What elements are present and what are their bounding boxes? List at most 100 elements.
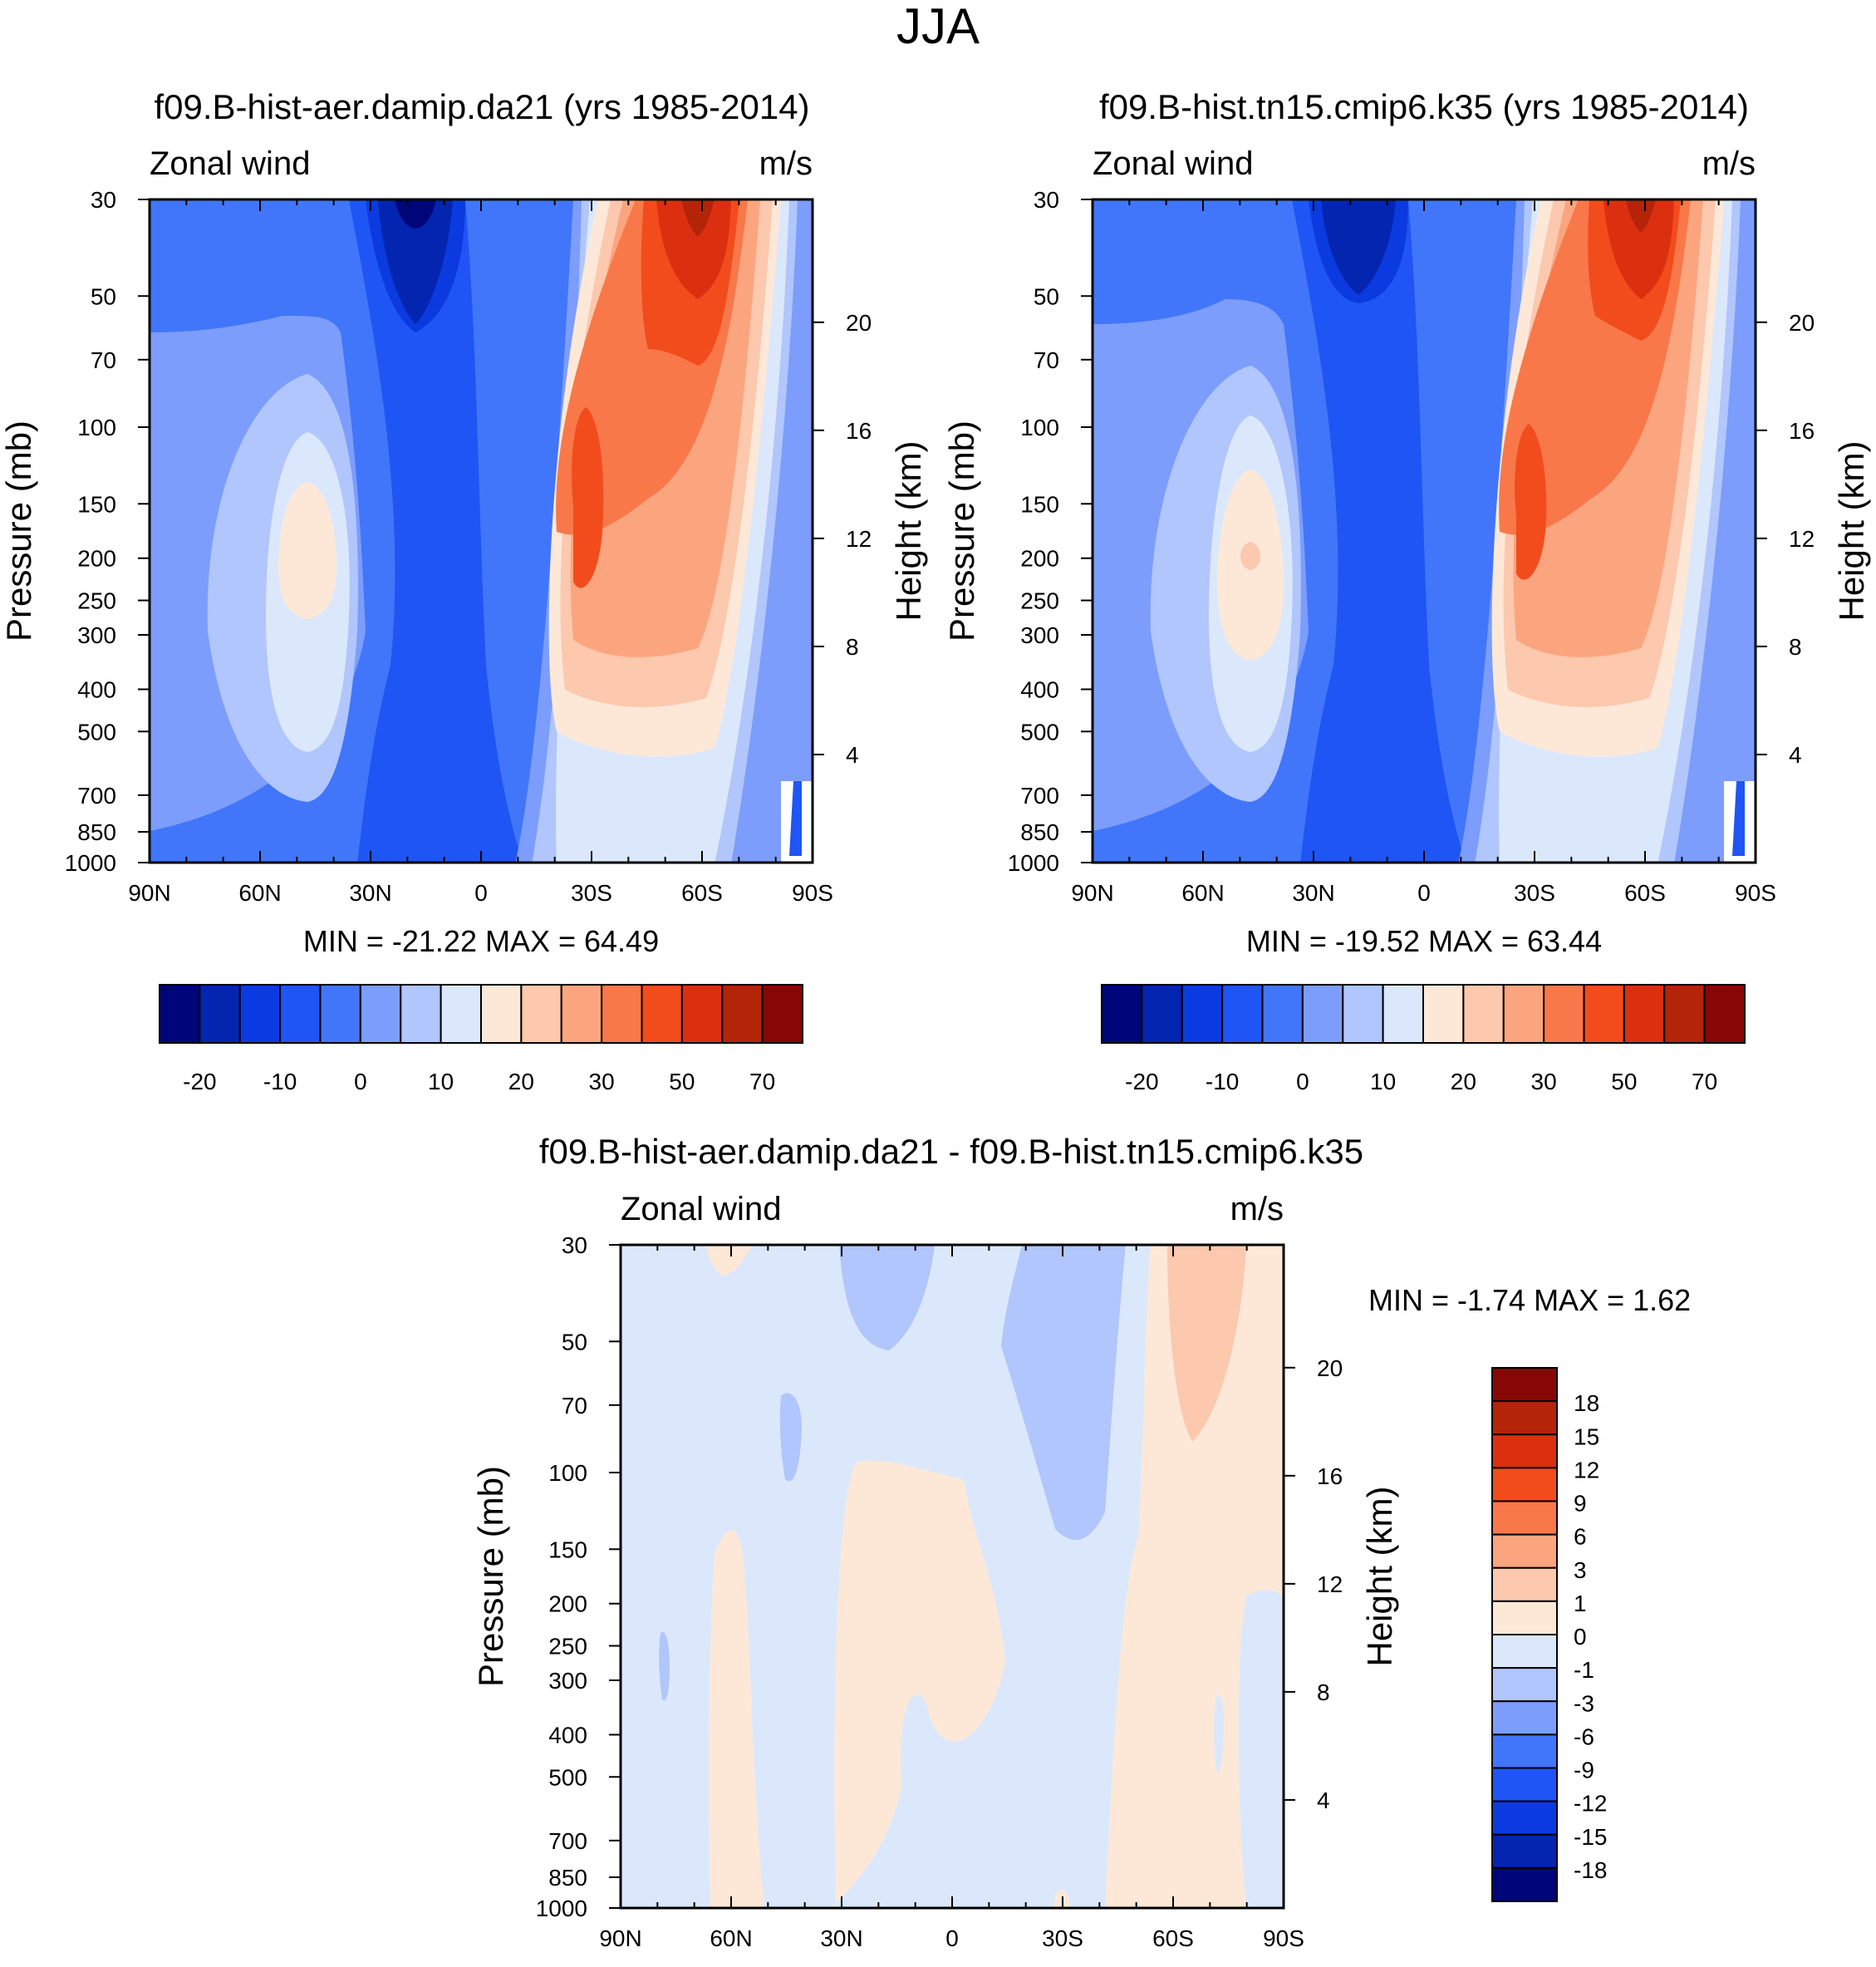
y2-tick-label: 16 xyxy=(1789,418,1815,444)
colorbar-swatch xyxy=(1491,1400,1558,1436)
band-c-a11 xyxy=(1214,1694,1224,1773)
colorbar-swatch xyxy=(1543,984,1585,1044)
band-b-r3 xyxy=(1321,199,1396,295)
y-tick-label: 30 xyxy=(1034,187,1059,213)
x-tick-label: 60S xyxy=(1152,1925,1194,1951)
panel-a: f09.B-hist-aer.damip.da21 (yrs 1985-2014… xyxy=(0,87,928,1094)
y2-tick-label: 8 xyxy=(1317,1679,1330,1705)
y-tick-label: 400 xyxy=(1020,676,1059,702)
colorbar-label: 10 xyxy=(1370,1069,1396,1094)
colorbar-swatch xyxy=(1491,1600,1558,1635)
x-tick-label: 90N xyxy=(128,880,170,906)
colorbar-label: -3 xyxy=(1574,1690,1594,1716)
colorbar-swatch xyxy=(1422,984,1465,1044)
x-tick-label: 90N xyxy=(599,1925,641,1951)
colorbar-swatch xyxy=(1491,1800,1558,1836)
y-tick-label: 1000 xyxy=(1008,850,1059,876)
panel-b: f09.B-hist.tn15.cmip6.k35 (yrs 1985-2014… xyxy=(942,87,1871,1094)
panel-a-axes: 90N 60N 30N 0 30S 60S 90S 30 50 70 100 150 200 250 300… xyxy=(65,187,872,906)
y-tick-label: 50 xyxy=(562,1329,587,1355)
y-tick-label: 70 xyxy=(562,1393,587,1419)
x-tick-label: 90S xyxy=(1263,1925,1304,1951)
panel-c-colorbar: 18 15 12 9 6 3 1 0 -1 -3 -6 -9 -12 -15 -18 xyxy=(1491,1367,1607,1902)
colorbar-swatch xyxy=(238,984,282,1044)
colorbar-label: -20 xyxy=(183,1069,216,1094)
colorbar-swatch xyxy=(1261,984,1304,1044)
band-c-a10 xyxy=(659,1631,670,1701)
colorbar-label: 20 xyxy=(1451,1069,1476,1094)
colorbar-swatch xyxy=(199,984,241,1044)
colorbar-swatch xyxy=(601,984,643,1044)
y-tick-label: 250 xyxy=(548,1634,587,1660)
y-tick-label: 700 xyxy=(548,1828,587,1854)
colorbar-swatch xyxy=(400,984,442,1044)
band-b-w11 xyxy=(1626,199,1656,233)
colorbar-label: 20 xyxy=(508,1069,534,1094)
y-tick-label: 400 xyxy=(77,676,116,702)
x-tick-label: 0 xyxy=(945,1925,959,1951)
x-tick-label: 90S xyxy=(792,880,833,906)
band-a-r5 xyxy=(422,689,482,863)
y-tick-label: 1000 xyxy=(536,1896,587,1921)
band-a-g4 xyxy=(278,482,336,619)
x-tick-label: 0 xyxy=(474,880,488,906)
panel-a-y2label: Height (km) xyxy=(889,440,928,621)
y-tick-label: 50 xyxy=(91,283,116,309)
colorbar-swatch xyxy=(1181,984,1224,1044)
x-tick-label: 0 xyxy=(1417,880,1431,906)
y-tick-label: 400 xyxy=(548,1722,587,1748)
colorbar-label: 6 xyxy=(1574,1524,1587,1550)
band-a-w9 xyxy=(572,407,604,588)
band-c-a8 xyxy=(1001,1245,1126,1541)
colorbar-swatch xyxy=(1491,1467,1558,1502)
y-tick-label: 500 xyxy=(77,719,116,745)
colorbar-swatch xyxy=(1491,1866,1558,1902)
colorbar-swatch xyxy=(721,984,764,1044)
band-a-r3 xyxy=(378,199,453,324)
y2-tick-label: 8 xyxy=(1789,634,1802,660)
x-tick-label: 30S xyxy=(1514,880,1555,906)
panel-b-right-label: m/s xyxy=(1702,145,1756,182)
x-tick-label: 30N xyxy=(349,880,391,906)
panel-b-y2label: Height (km) xyxy=(1832,440,1871,621)
panel-a-colorbar: -20 -10 0 10 20 30 50 70 xyxy=(159,984,803,1094)
colorbar-label: -6 xyxy=(1574,1724,1594,1749)
colorbar-label: -10 xyxy=(1206,1069,1239,1094)
colorbar-swatch xyxy=(1623,984,1666,1044)
colorbar-label: 12 xyxy=(1574,1457,1599,1483)
y2-tick-label: 20 xyxy=(1317,1355,1343,1381)
panel-c-right-label: m/s xyxy=(1230,1191,1284,1227)
colorbar-label: 30 xyxy=(589,1069,615,1094)
y-tick-label: 100 xyxy=(548,1460,587,1486)
y-tick-label: 50 xyxy=(1034,283,1059,309)
colorbar-label: 50 xyxy=(669,1069,695,1094)
panel-b-axes: 90N 60N 30N 0 30S 60S 90S 30 50 70 100 150 200 250 300… xyxy=(1008,187,1815,906)
y2-tick-label: 16 xyxy=(846,418,872,444)
y-tick-label: 300 xyxy=(548,1668,587,1694)
colorbar-label: 10 xyxy=(428,1069,454,1094)
x-tick-label: 90S xyxy=(1735,880,1776,906)
y-tick-label: 150 xyxy=(77,491,116,517)
y2-tick-label: 20 xyxy=(1789,310,1815,336)
y-tick-label: 30 xyxy=(562,1232,587,1258)
panel-c-left-label: Zonal wind xyxy=(621,1191,781,1227)
band-c-a5 xyxy=(708,1530,764,1908)
colorbar-swatch xyxy=(319,984,361,1044)
colorbar-swatch xyxy=(1462,984,1505,1044)
panel-c: f09.B-hist-aer.damip.da21 - f09.B-hist.t… xyxy=(471,1132,1691,1951)
colorbar-label: 30 xyxy=(1531,1069,1557,1094)
colorbar-label: 15 xyxy=(1574,1424,1599,1449)
panel-a-title: f09.B-hist-aer.damip.da21 (yrs 1985-2014… xyxy=(154,87,809,126)
panel-b-title: f09.B-hist.tn15.cmip6.k35 (yrs 1985-2014… xyxy=(1099,87,1749,126)
colorbar-swatch xyxy=(1491,1533,1558,1569)
colorbar-label: -1 xyxy=(1574,1657,1594,1683)
y2-tick-label: 16 xyxy=(1317,1463,1343,1489)
colorbar-swatch xyxy=(560,984,603,1044)
band-a-r1 xyxy=(349,199,523,863)
y-tick-label: 70 xyxy=(1034,347,1059,373)
colorbar-swatch xyxy=(520,984,562,1044)
y-tick-label: 850 xyxy=(77,819,116,845)
band-a-r4 xyxy=(395,199,436,229)
colorbar-swatch xyxy=(1301,984,1344,1044)
colorbar-swatch xyxy=(1491,1833,1558,1869)
